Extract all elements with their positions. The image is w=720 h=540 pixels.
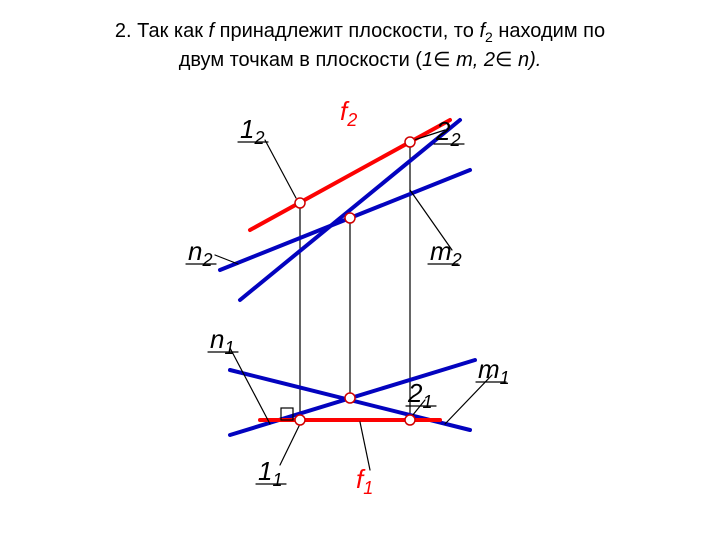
label-l_f1: f1 (356, 464, 373, 498)
point-p_1_1 (295, 415, 305, 425)
leader-l_f1 (360, 422, 370, 470)
cap-in2: ∈ (495, 49, 512, 71)
cap-line2a: двум точкам в плоскости ( (179, 49, 422, 71)
page: 2. Так как f принадлежит плоскости, то f… (0, 0, 720, 540)
label-l_1_1: 11 (258, 456, 282, 490)
diagram-wrap: 1222n2m2f2n1m11121f1 (160, 100, 560, 520)
cap-in1: ∈ (433, 49, 450, 71)
label-l_2_1: 21 (407, 378, 432, 412)
leader-l_n2 (215, 255, 238, 264)
cap-prefix: 2. Так как (115, 20, 209, 42)
cap-two: 2 (484, 49, 495, 71)
label-l_n2: n2 (188, 236, 212, 270)
leader-l_n1 (230, 348, 270, 424)
leader-l_1_1 (280, 424, 300, 465)
caption-text: 2. Так как f принадлежит плоскости, то f… (0, 18, 720, 74)
label-l_1_2: 12 (240, 114, 264, 148)
label-l_m1: m1 (478, 354, 510, 388)
cap-mid1: принадлежит плоскости, то (214, 20, 479, 42)
point-p_cross_bot (345, 393, 355, 403)
point-p_1_2 (295, 198, 305, 208)
cap-one: 1 (422, 49, 433, 71)
point-p_cross_top (345, 213, 355, 223)
point-p_2_2 (405, 137, 415, 147)
point-p_2_1 (405, 415, 415, 425)
cap-mid2: находим по (493, 20, 605, 42)
leader-l_1_2 (265, 140, 296, 198)
label-l_m2: m2 (430, 236, 462, 270)
cap-n: n). (512, 49, 541, 71)
label-l_n1: n1 (210, 324, 234, 358)
diagram-svg: 1222n2m2f2n1m11121f1 (160, 100, 560, 520)
cap-m: m, (451, 49, 484, 71)
label-l_f2: f2 (340, 100, 357, 130)
cap-f2-sub: 2 (485, 29, 493, 45)
